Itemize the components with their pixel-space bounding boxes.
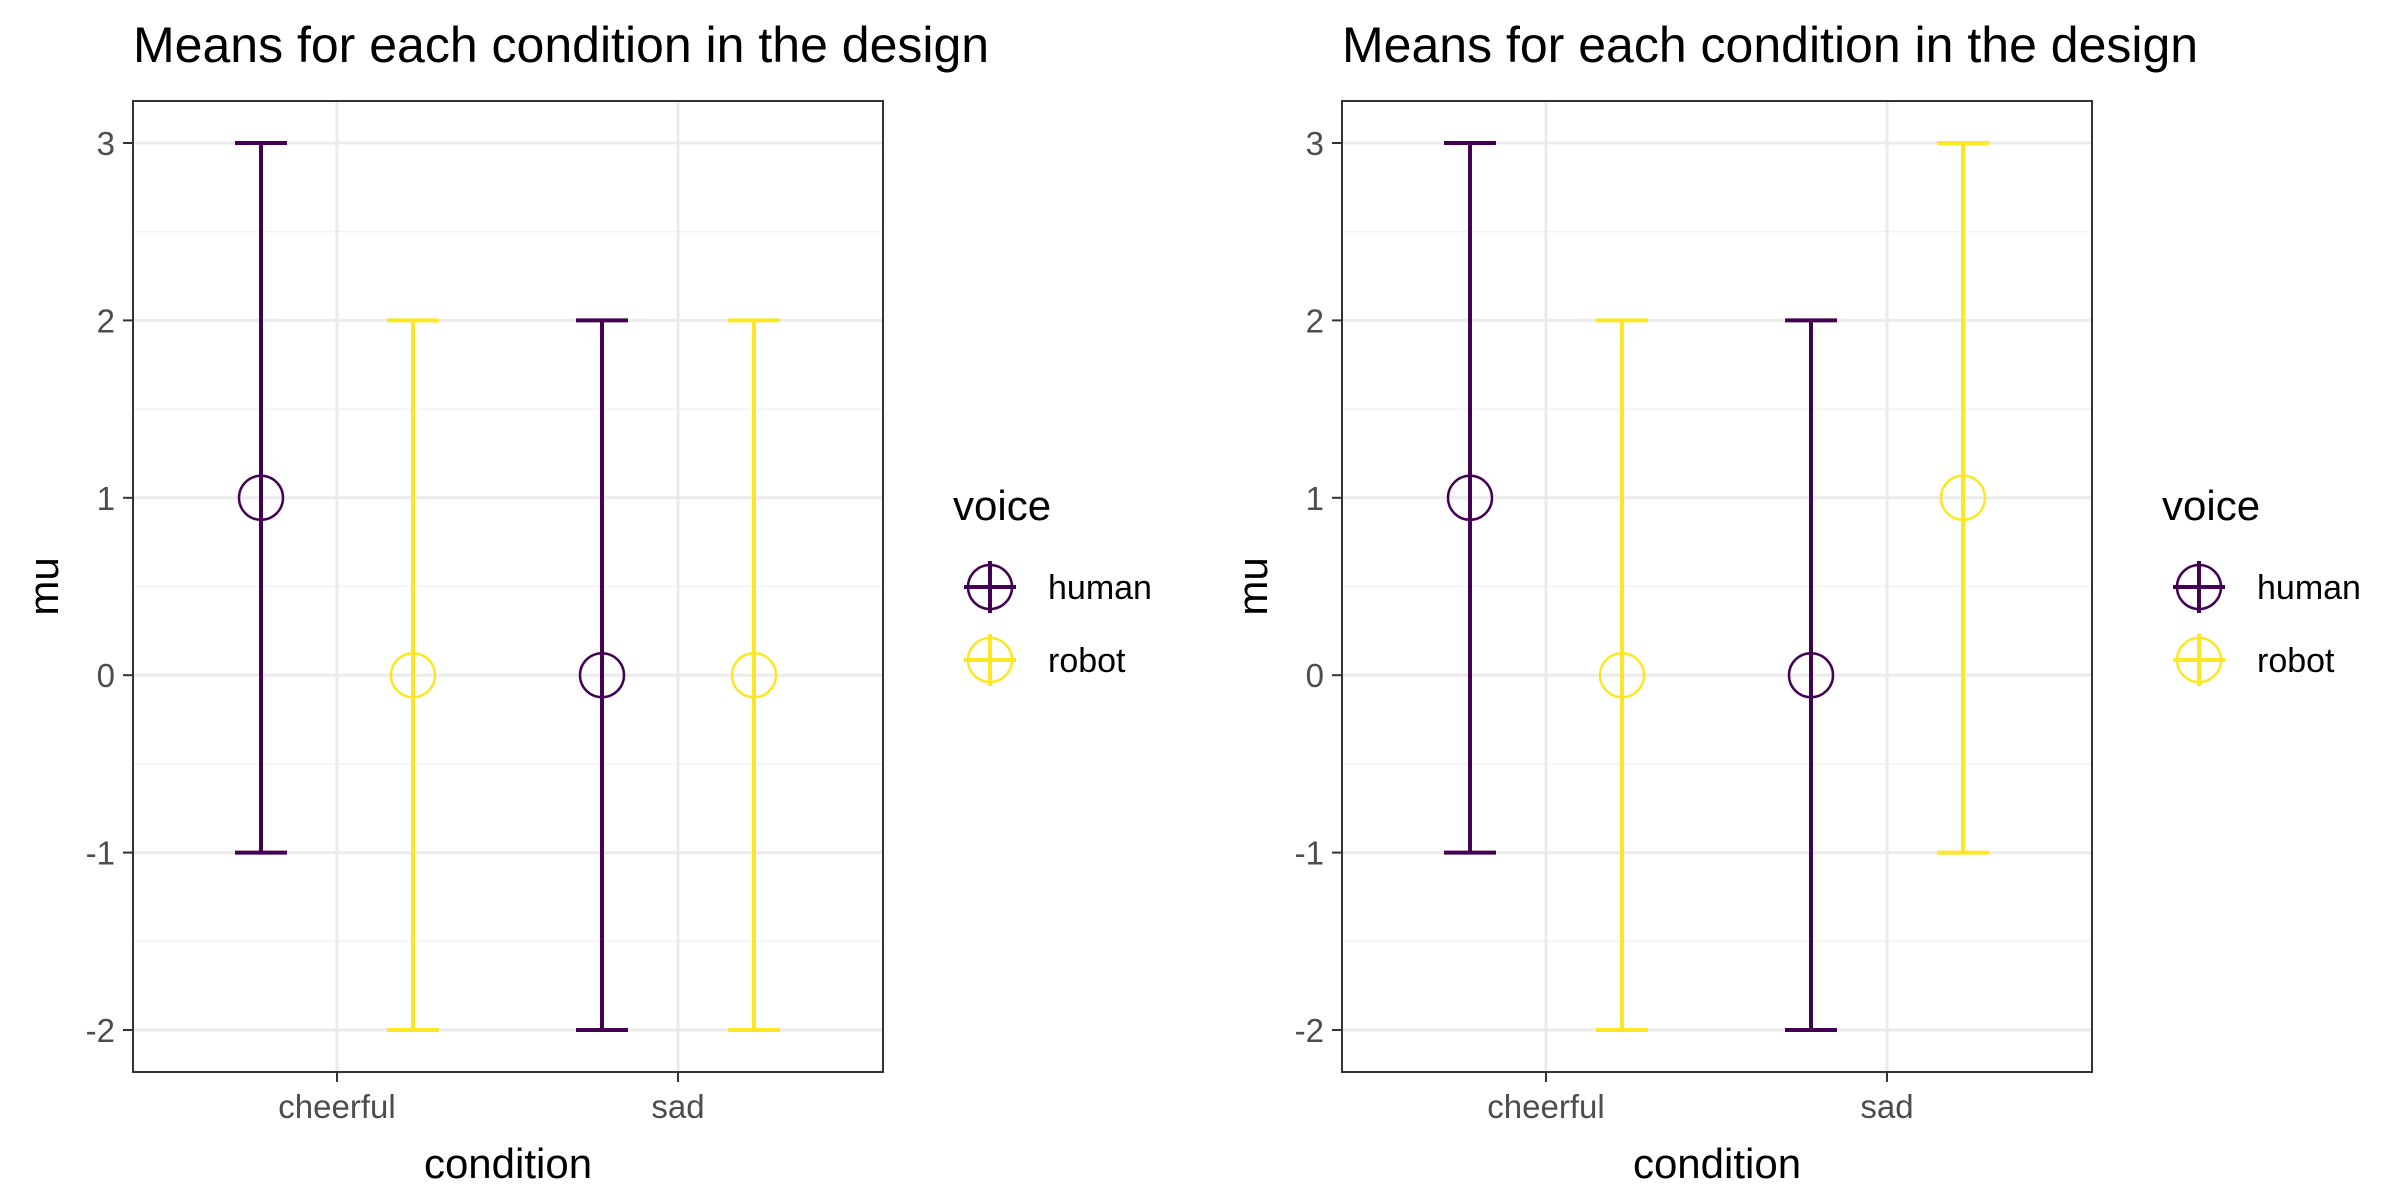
y-tick-label: 3 [97,125,115,162]
legend-label-robot: robot [1048,642,1126,680]
y-tick-label: 2 [97,302,115,339]
y-axis-title: mu [20,557,67,615]
y-tick-label: 3 [1306,125,1324,162]
legend: voice human robot [2162,482,2361,686]
mean-point-human-cheerful [237,474,285,522]
mean-point-robot-cheerful [389,651,437,699]
x-tick-label: cheerful [278,1088,395,1125]
mean-point-human-cheerful [1446,474,1494,522]
panel-border [1341,100,2093,1073]
y-tick-label: -1 [1295,835,1324,872]
legend-title: voice [953,482,1051,529]
legend-key-circle-robot [966,636,1014,684]
legend-key-circle-robot [2175,636,2223,684]
x-tick-label: sad [1860,1088,1913,1125]
legend-label-robot: robot [2257,642,2335,680]
legend-title: voice [2162,482,2260,529]
x-tick-label: cheerful [1487,1088,1604,1125]
legend: voice human robot [953,482,1152,686]
mean-point-human-sad [578,651,626,699]
legend-label-human: human [1048,569,1152,607]
mean-point-robot-sad [730,651,778,699]
mean-point-robot-cheerful [1598,651,1646,699]
y-tick-label: -2 [86,1012,115,1049]
legend-label-human: human [2257,569,2361,607]
chart-title: Means for each condition in the design [133,17,989,73]
y-tick-label: -1 [86,835,115,872]
chart-panel-2: Means for each condition in the design 3 2… [1229,17,2361,1187]
mean-point-robot-sad [1939,474,1987,522]
y-tick-label: -2 [1295,1012,1324,1049]
legend-key-circle-human [966,563,1014,611]
legend-key-circle-human [2175,563,2223,611]
y-tick-label: 0 [1306,657,1324,694]
y-tick-label: 2 [1306,302,1324,339]
panel-border [132,100,884,1073]
mean-point-human-sad [1787,651,1835,699]
x-axis-title: condition [424,1140,592,1187]
chart-panel-1: Means for each condition in the design 3 2… [20,17,1152,1187]
y-tick-label: 1 [1306,480,1324,517]
chart-title: Means for each condition in the design [1342,17,2198,73]
x-axis-title: condition [1633,1140,1801,1187]
y-axis-title: mu [1229,557,1276,615]
x-tick-label: sad [651,1088,704,1125]
y-tick-label: 0 [97,657,115,694]
y-tick-label: 1 [97,480,115,517]
